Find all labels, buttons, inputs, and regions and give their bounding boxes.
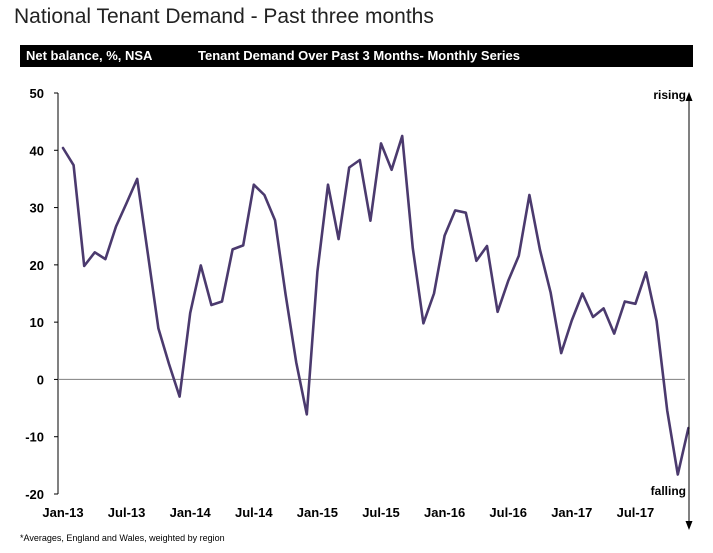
chart-title: Tenant Demand Over Past 3 Months- Monthl… <box>198 48 520 63</box>
x-tick-label: Jul-15 <box>362 505 400 520</box>
x-tick-label: Jul-14 <box>235 505 273 520</box>
x-tick-label: Jul-16 <box>489 505 527 520</box>
x-tick-label: Jan-15 <box>297 505 338 520</box>
up-arrow-icon <box>685 92 693 101</box>
down-arrow-icon <box>685 521 693 530</box>
footnote: *Averages, England and Wales, weighted b… <box>20 533 225 543</box>
x-tick-label: Jul-13 <box>108 505 146 520</box>
y-unit-label: Net balance, %, NSA <box>26 48 153 63</box>
y-tick-label: -20 <box>25 487 44 502</box>
x-tick-label: Jan-14 <box>170 505 212 520</box>
y-tick-label: 30 <box>30 201 44 216</box>
page-title: National Tenant Demand - Past three mont… <box>14 5 434 28</box>
x-tick-label: Jan-16 <box>424 505 465 520</box>
chart-header-bar: Net balance, %, NSA Tenant Demand Over P… <box>20 45 693 67</box>
falling-label: falling <box>651 484 686 498</box>
x-tick-label: Jan-13 <box>42 505 83 520</box>
x-tick-label: Jul-17 <box>617 505 655 520</box>
y-tick-label: 0 <box>37 372 44 387</box>
y-tick-label: 10 <box>30 315 44 330</box>
y-tick-label: 20 <box>30 258 44 273</box>
x-tick-label: Jan-17 <box>551 505 592 520</box>
series-line <box>61 134 690 476</box>
y-tick-label: -10 <box>25 430 44 445</box>
y-tick-label: 40 <box>30 143 44 158</box>
rising-label: rising <box>653 88 686 102</box>
y-tick-label: 50 <box>30 86 44 101</box>
